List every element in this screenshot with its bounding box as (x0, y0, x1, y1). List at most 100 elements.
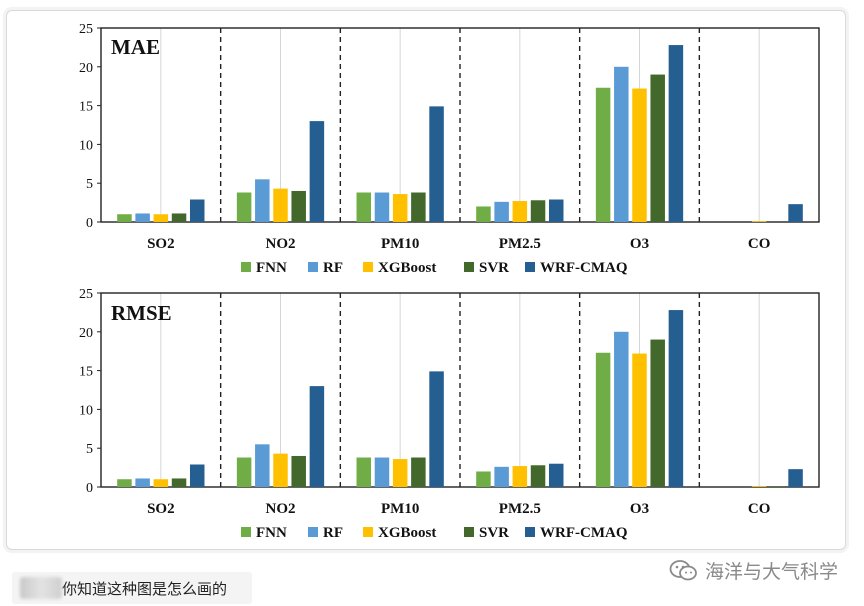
category-label: NO2 (266, 236, 296, 252)
y-tick-label: 20 (79, 61, 93, 76)
y-tick-label: 25 (79, 22, 93, 37)
bar-fnn-o3 (595, 352, 611, 487)
bar-wrf-cmaq-pm10 (429, 371, 444, 487)
y-tick-label: 15 (79, 100, 93, 115)
bar-wrf-cmaq-o3 (668, 310, 684, 487)
category-label: CO (748, 501, 771, 517)
question-text: 你知道这种图是怎么画的 (62, 579, 228, 598)
bar-rf-no2 (255, 444, 270, 487)
bar-wrf-cmaq-pm2.5 (548, 199, 564, 222)
category-label: PM10 (381, 501, 419, 517)
category-label: PM2.5 (499, 501, 541, 517)
chart-figure: 0 5 10 15 20 25 SO2 NO2 PM10 PM2.5 O3 CO MAE FNN RF XGB… (79, 22, 820, 541)
watermark-text: 海洋与大气科学 (704, 561, 838, 583)
legend-label: FNN (256, 525, 287, 541)
bar-wrf-cmaq-no2 (309, 121, 325, 222)
category-label: CO (748, 236, 771, 252)
legend-label: RF (323, 525, 343, 541)
bar-xgboost-no2 (273, 453, 288, 487)
bar-rf-o3 (614, 66, 629, 222)
chart-card: 0 5 10 15 20 25 SO2 NO2 PM10 PM2.5 O3 CO MAE FNN RF XGB… (6, 10, 846, 550)
bar-fnn-pm2.5 (476, 471, 491, 487)
y-tick-label: 10 (79, 403, 93, 418)
bar-xgboost-o3 (632, 353, 647, 487)
legend-label: FNN (256, 260, 287, 276)
bar-svr-pm10 (411, 192, 426, 222)
watermark: 海洋与大气科学 (669, 557, 838, 584)
legend-label: WRF-CMAQ (540, 260, 628, 276)
bar-svr-pm10 (411, 457, 426, 487)
bar-rf-no2 (255, 179, 270, 222)
y-tick-label: 5 (86, 442, 93, 457)
category-label: PM2.5 (499, 236, 541, 252)
legend-label: XGBoost (378, 525, 436, 541)
bar-rf-pm10 (374, 457, 390, 487)
y-tick-label: 10 (79, 138, 93, 153)
bar-xgboost-pm2.5 (512, 201, 528, 222)
legend-swatch (308, 527, 318, 537)
bar-wrf-cmaq-o3 (668, 45, 684, 223)
legend-swatch (464, 262, 474, 272)
legend-swatch (308, 262, 318, 272)
y-tick-label: 0 (86, 481, 93, 496)
chat-question-bubble[interactable]: 你知道这种图是怎么画的 (12, 572, 252, 604)
category-label: SO2 (147, 236, 175, 252)
panel-title: MAE (111, 35, 160, 59)
bar-fnn-so2 (117, 479, 132, 487)
chart-panel-mae: 0 5 10 15 20 25 SO2 NO2 PM10 PM2.5 O3 CO MAE FNN RF XGB… (79, 22, 820, 276)
bar-xgboost-so2 (153, 214, 169, 222)
bar-svr-no2 (291, 455, 306, 487)
legend-swatch (525, 527, 535, 537)
bar-xgboost-pm2.5 (512, 466, 528, 487)
bar-svr-so2 (171, 213, 187, 222)
y-tick-label: 15 (79, 365, 93, 380)
bar-rf-o3 (614, 331, 629, 487)
y-tick-label: 25 (79, 287, 93, 302)
legend-swatch (464, 527, 474, 537)
bar-svr-pm2.5 (530, 200, 546, 222)
bar-wrf-cmaq-pm10 (429, 106, 444, 222)
bar-xgboost-no2 (273, 188, 288, 222)
bar-rf-pm10 (374, 192, 390, 222)
legend-swatch (363, 262, 373, 272)
legend-swatch (363, 527, 373, 537)
bar-fnn-pm10 (356, 457, 372, 487)
legend-swatch (241, 262, 251, 272)
bar-svr-co (770, 486, 785, 487)
plot-area-border (100, 292, 820, 488)
bar-fnn-no2 (236, 192, 252, 222)
legend-label: SVR (479, 525, 509, 541)
panel-title: RMSE (111, 301, 172, 325)
bar-wrf-cmaq-pm2.5 (548, 463, 564, 487)
bar-fnn-no2 (236, 457, 252, 487)
plot-area-border (100, 27, 820, 223)
bar-xgboost-pm10 (392, 459, 408, 487)
bar-fnn-pm2.5 (476, 206, 491, 222)
bar-rf-so2 (135, 213, 150, 222)
chart-panel-rmse: 0 5 10 15 20 25 SO2 NO2 PM10 PM2.5 O3 CO RMSE FNN RF XG… (79, 287, 820, 541)
bar-svr-no2 (291, 190, 306, 222)
legend-label: XGBoost (378, 260, 436, 276)
bar-wrf-cmaq-no2 (309, 386, 325, 487)
blurred-avatar (20, 577, 62, 599)
legend: FNN RF XGBoost SVR WRF-CMAQ (241, 525, 628, 541)
legend-label: WRF-CMAQ (540, 525, 628, 541)
y-tick-label: 20 (79, 326, 93, 341)
bar-xgboost-co (751, 486, 767, 487)
legend-swatch (525, 262, 535, 272)
bar-xgboost-o3 (632, 88, 647, 222)
category-label: NO2 (266, 501, 296, 517)
y-tick-label: 0 (86, 216, 93, 231)
bar-wrf-cmaq-co (788, 204, 803, 222)
bar-wrf-cmaq-so2 (189, 199, 205, 222)
bar-svr-o3 (650, 339, 665, 487)
bar-xgboost-so2 (153, 479, 169, 487)
bar-svr-o3 (650, 74, 665, 222)
bar-rf-so2 (135, 478, 150, 487)
bar-wrf-cmaq-co (788, 469, 803, 487)
bar-xgboost-co (751, 221, 767, 222)
bar-fnn-pm10 (356, 192, 372, 222)
legend-label: SVR (479, 260, 509, 276)
legend-label: RF (323, 260, 343, 276)
bar-xgboost-pm10 (392, 194, 408, 222)
